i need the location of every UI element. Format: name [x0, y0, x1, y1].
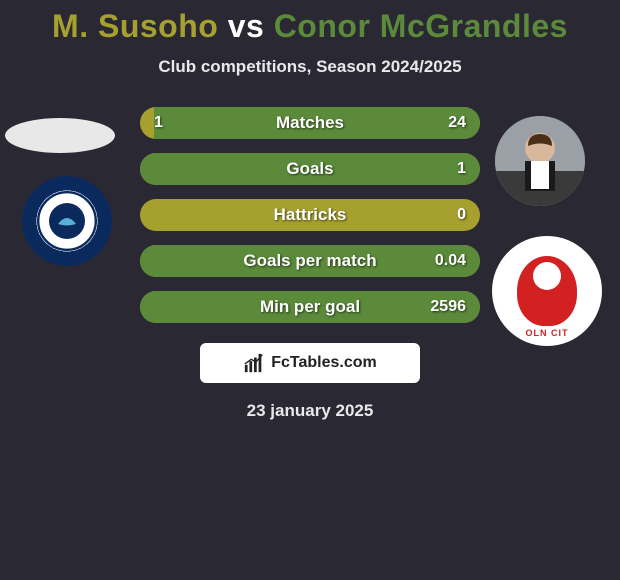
stat-label: Hattricks — [140, 205, 480, 225]
chart-icon — [243, 352, 265, 374]
stat-label: Goals per match — [140, 251, 480, 271]
player2-name: Conor McGrandles — [274, 8, 568, 44]
stat-value-right: 1 — [457, 160, 466, 178]
comparison-title: M. Susoho vs Conor McGrandles — [0, 0, 620, 45]
stat-row: Goals1 — [140, 153, 480, 185]
stat-value-right: 0.04 — [435, 252, 466, 270]
stat-label: Matches — [140, 113, 480, 133]
player1-name: M. Susoho — [52, 8, 218, 44]
player2-club-badge: OLN CIT — [492, 236, 602, 346]
stat-row: Goals per match0.04 — [140, 245, 480, 277]
stat-value-right: 2596 — [430, 298, 466, 316]
stat-value-right: 24 — [448, 114, 466, 132]
stat-row: Hattricks0 — [140, 199, 480, 231]
stat-row: 1Matches24 — [140, 107, 480, 139]
subtitle: Club competitions, Season 2024/2025 — [0, 57, 620, 77]
stat-value-right: 0 — [457, 206, 466, 224]
stat-row: Min per goal2596 — [140, 291, 480, 323]
watermark-text: FcTables.com — [271, 354, 377, 372]
watermark: FcTables.com — [200, 343, 420, 383]
badge-right-label: OLN CIT — [492, 328, 602, 338]
stat-label: Min per goal — [140, 297, 480, 317]
player2-photo — [495, 116, 585, 206]
player1-club-badge — [22, 176, 112, 266]
stat-label: Goals — [140, 159, 480, 179]
player1-silhouette — [5, 118, 115, 153]
vs-text: vs — [228, 8, 265, 44]
snapshot-date: 23 january 2025 — [0, 401, 620, 421]
